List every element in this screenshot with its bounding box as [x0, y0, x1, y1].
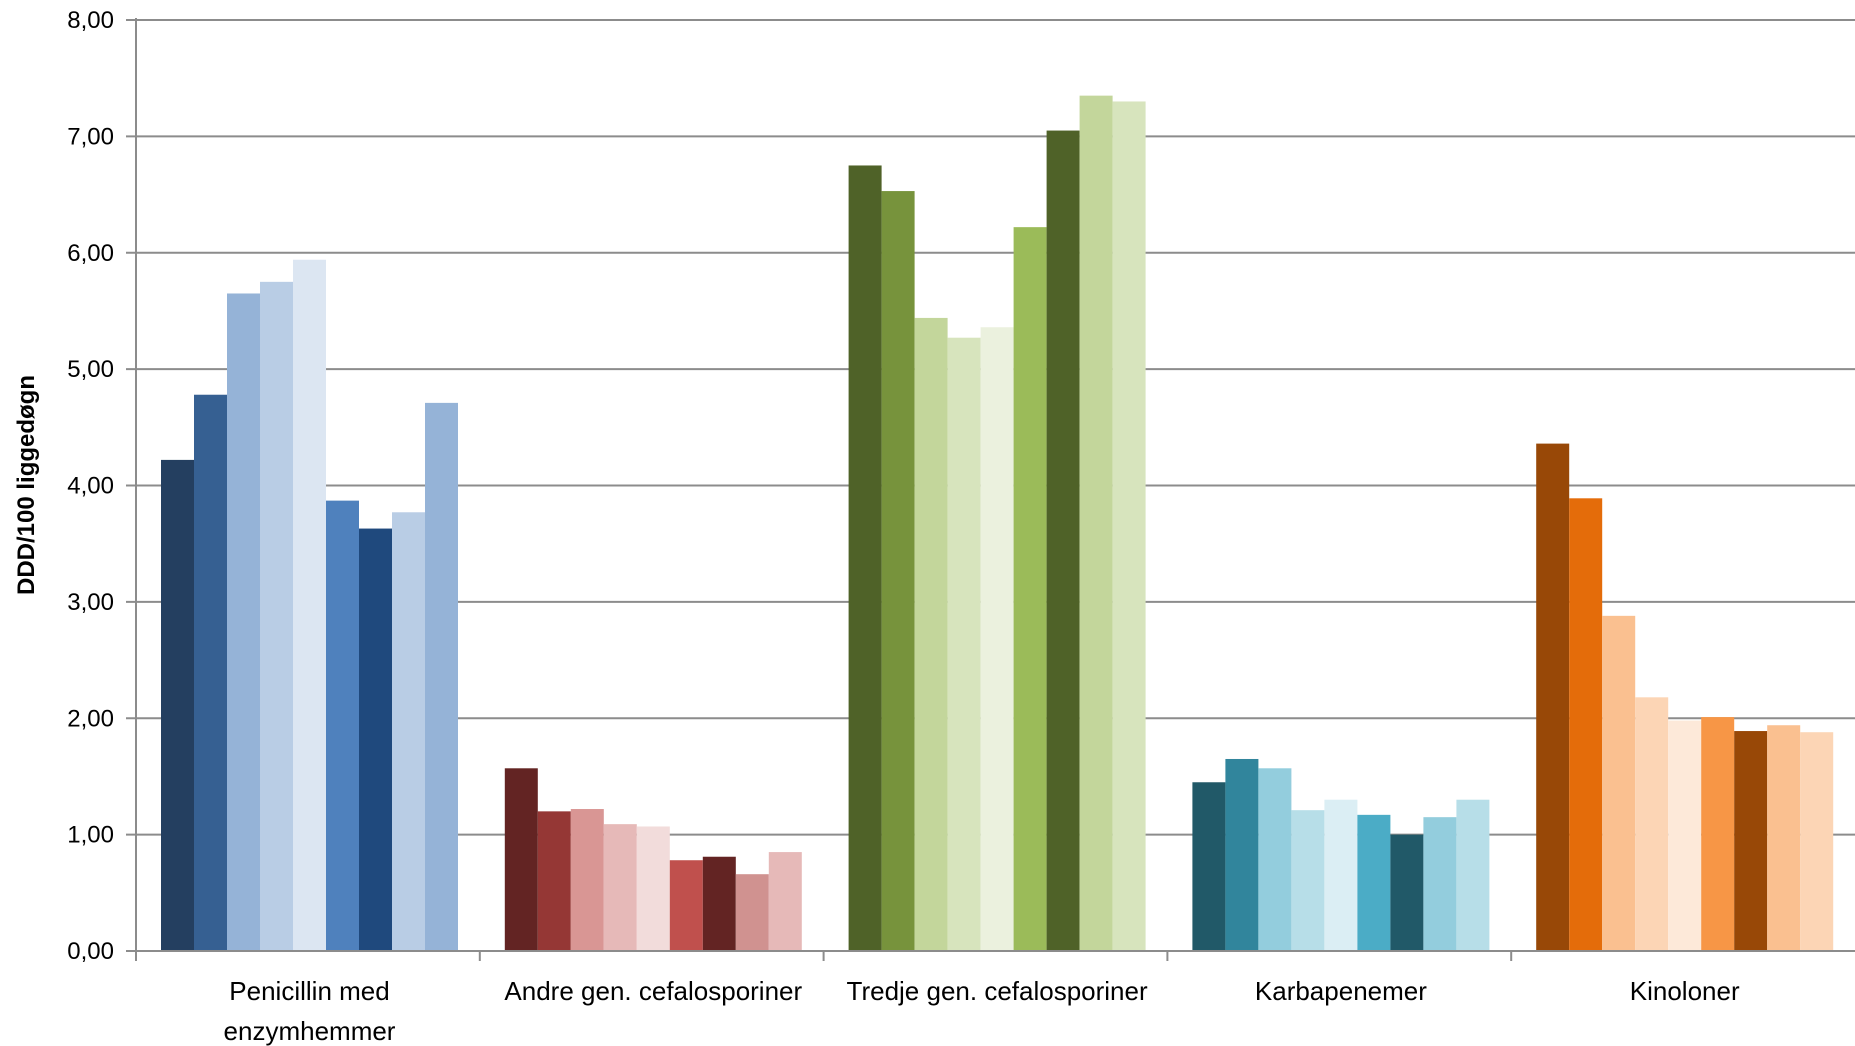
- bar: [1423, 817, 1457, 951]
- bar: [1079, 95, 1113, 952]
- y-tick-label: 5,00: [67, 356, 114, 383]
- bar: [537, 811, 571, 951]
- bar: [1635, 697, 1669, 951]
- bar: [1324, 799, 1358, 951]
- bar: [1701, 717, 1735, 951]
- y-tick-label: 1,00: [67, 822, 114, 849]
- y-tick-label: 8,00: [67, 7, 114, 34]
- bar: [1112, 101, 1146, 951]
- bar: [1192, 782, 1226, 951]
- bar-group: [1536, 443, 1834, 951]
- category-label: Andre gen. cefalosporiner: [504, 976, 802, 1006]
- bar: [669, 860, 703, 951]
- y-tick-label: 3,00: [67, 589, 114, 616]
- bar: [326, 500, 359, 951]
- bar: [881, 191, 915, 952]
- bar-group: [504, 768, 802, 951]
- bar-group: [161, 259, 458, 951]
- bar-group: [1192, 758, 1490, 951]
- bar: [194, 394, 227, 951]
- bar: [570, 809, 604, 951]
- y-tick-label: 6,00: [67, 240, 114, 267]
- bar: [702, 856, 736, 951]
- bar: [392, 512, 425, 951]
- bar: [636, 826, 670, 951]
- bar: [947, 337, 981, 951]
- bar: [1536, 443, 1570, 951]
- bar: [1668, 720, 1702, 951]
- y-tick-labels: 0,00 1,00 2,00 3,00 4,00 5,00 6,00 7,00 8,00: [67, 7, 114, 965]
- bar: [1569, 498, 1603, 951]
- category-label: Kinoloner: [1630, 976, 1740, 1006]
- y-tick-label: 2,00: [67, 705, 114, 732]
- y-axis-title: DDD/100 liggedøgn: [13, 375, 40, 595]
- bar: [848, 165, 882, 951]
- bar: [1258, 768, 1292, 951]
- bar: [1602, 615, 1636, 951]
- bar: [227, 293, 260, 951]
- bar: [735, 874, 769, 951]
- bar: [768, 852, 802, 951]
- bar: [603, 824, 637, 951]
- category-labels: Penicillin med enzymhemmer Andre gen. cefa…: [224, 976, 1740, 1046]
- bar: [980, 327, 1014, 952]
- bar: [425, 402, 458, 951]
- bar-group: [848, 95, 1146, 952]
- bar: [1357, 814, 1391, 951]
- y-tick-label: 7,00: [67, 123, 114, 150]
- category-label: Karbapenemer: [1255, 976, 1427, 1006]
- bar: [1390, 834, 1424, 951]
- bar: [260, 281, 293, 951]
- category-label: Tredje gen. cefalosporiner: [847, 976, 1148, 1006]
- bars: [161, 95, 1834, 952]
- bar: [1800, 732, 1834, 951]
- bar: [1013, 227, 1047, 951]
- bar: [1456, 799, 1490, 951]
- y-tick-label: 0,00: [67, 938, 114, 965]
- axes: [126, 18, 1855, 961]
- bar: [1225, 758, 1259, 951]
- bar: [359, 528, 392, 951]
- bar: [293, 259, 326, 951]
- bar: [1291, 810, 1325, 951]
- bar: [1046, 130, 1080, 951]
- bar: [1767, 725, 1801, 951]
- category-label: Penicillin med: [229, 976, 389, 1006]
- y-tick-label: 4,00: [67, 473, 114, 500]
- bar: [914, 317, 948, 951]
- bar: [504, 768, 538, 951]
- category-label: enzymhemmer: [224, 1016, 396, 1046]
- bar: [1734, 731, 1768, 951]
- bar: [161, 459, 194, 951]
